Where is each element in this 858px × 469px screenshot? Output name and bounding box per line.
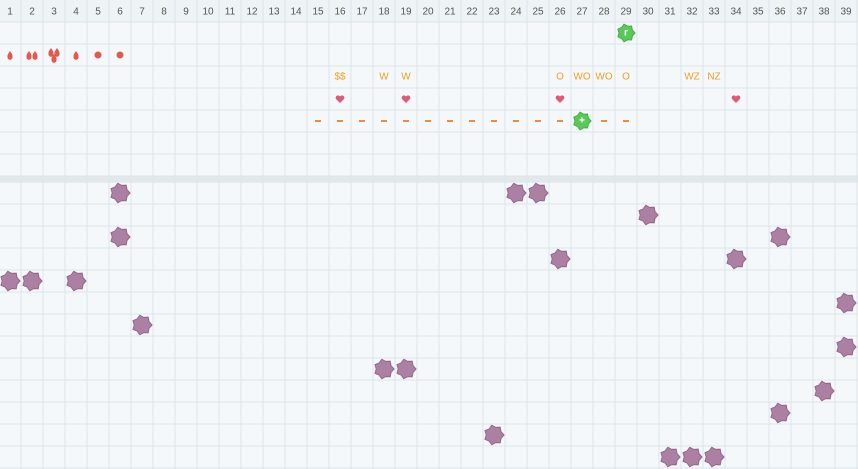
column-header: 28 [598,7,610,18]
heart [401,95,411,103]
purple-blob [726,248,747,270]
purple-blob [396,358,417,380]
column-header: 34 [730,7,742,18]
purple-blob [814,380,835,402]
cell-label: O [556,72,564,83]
cell-label: W [379,72,389,83]
purple-blob [770,402,791,424]
column-header: 7 [139,7,145,18]
green-marker-label: + [579,116,585,127]
cell-label: W [401,72,411,83]
purple-blob [374,358,395,380]
column-header: 19 [400,7,412,18]
column-header: 24 [510,7,522,18]
purple-blob [770,226,791,248]
purple-blob [836,292,857,314]
column-header: 15 [312,7,324,18]
column-header: 25 [532,7,544,18]
column-header: 18 [378,7,390,18]
heart [335,95,345,103]
purple-blob [506,182,527,204]
column-header: 22 [466,7,478,18]
separator [0,176,858,182]
purple-blob [638,204,659,226]
column-header: 11 [225,7,236,18]
purple-blob [22,270,43,292]
column-header: 12 [246,7,258,18]
drop [32,51,38,60]
column-header: 23 [488,7,500,18]
purple-blob [132,314,153,336]
purple-blob [660,446,681,468]
column-header: 1 [7,7,13,18]
column-header: 21 [444,7,456,18]
column-header: 16 [334,7,346,18]
cell-label: O [622,72,630,83]
drop [51,54,57,63]
column-header: 29 [620,7,632,18]
column-header: 4 [73,7,79,18]
purple-blob [110,226,131,248]
column-header: 26 [554,7,566,18]
items: 1 2 3 4 5 6 7 8 9 10 11 12 13 14 15 16 17 18 19 20 21 22 23 24 2… [0,7,857,468]
drop [7,51,13,60]
column-header: 14 [290,7,302,18]
column-header: 30 [642,7,654,18]
cell-label: WO [573,72,590,83]
purple-blob [66,270,87,292]
column-header: 5 [95,7,101,18]
header-row [0,0,858,22]
purple-blob [682,446,703,468]
purple-blob [550,248,571,270]
purple-blob [0,270,21,292]
column-header: 31 [664,7,676,18]
cell-label: WO [595,72,612,83]
dot [94,51,102,59]
column-header: 10 [202,7,214,18]
purple-blob [836,336,857,358]
drop [73,51,79,60]
purple-blob [110,182,131,204]
column-header: 35 [752,7,764,18]
column-header: 27 [576,7,588,18]
drop [54,48,60,57]
column-header: 20 [422,7,434,18]
heart [731,95,741,103]
purple-blob [528,182,549,204]
heart [555,95,565,103]
column-header: 33 [708,7,720,18]
column-header: 39 [840,7,852,18]
green-marker [617,23,636,43]
cell-label: $$ [334,72,346,83]
drop [26,51,32,60]
dot [116,51,124,59]
column-header: 13 [268,7,280,18]
column-header: 17 [356,7,368,18]
purple-blob [704,446,725,468]
cell-label: NZ [707,72,720,83]
column-header: 2 [29,7,35,18]
cell-label: WZ [684,72,700,83]
green-marker-label: r [624,28,628,39]
column-header: 32 [686,7,698,18]
column-header: 8 [161,7,167,18]
green-marker [573,111,592,131]
column-header: 9 [183,7,189,18]
column-header: 36 [774,7,786,18]
drop [48,48,54,57]
column-header: 37 [796,7,808,18]
purple-blob [484,424,505,446]
column-header: 3 [51,7,57,18]
column-header: 38 [818,7,830,18]
column-header: 6 [117,7,123,18]
